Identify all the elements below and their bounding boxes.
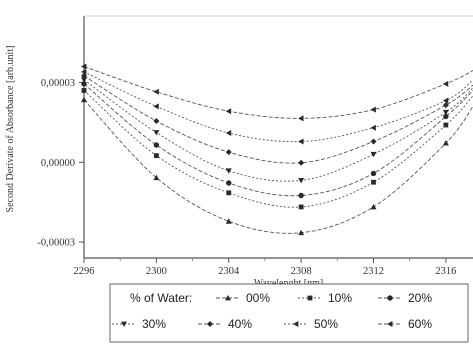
legend-marker xyxy=(387,321,393,327)
legend-entry: 40% xyxy=(228,317,252,331)
data-point xyxy=(225,108,232,115)
legend-entry: 30% xyxy=(142,317,166,331)
data-point xyxy=(371,179,376,185)
legend-entry: 10% xyxy=(328,291,352,305)
data-point xyxy=(442,109,449,116)
data-point xyxy=(153,142,160,148)
data-point xyxy=(442,80,449,87)
legend-title: % of Water: xyxy=(130,291,192,305)
data-point xyxy=(153,153,159,159)
data-point xyxy=(298,177,305,184)
data-point xyxy=(225,218,232,224)
data-point xyxy=(81,77,87,83)
data-point xyxy=(153,174,160,181)
legend-marker xyxy=(307,295,313,301)
data-point xyxy=(442,97,449,104)
series-line xyxy=(83,71,473,143)
y-tick-label: -0,00003 xyxy=(37,238,75,249)
x-tick-label: 2300 xyxy=(146,266,167,277)
data-point xyxy=(298,115,304,122)
data-point xyxy=(153,118,160,125)
data-point xyxy=(298,192,304,199)
legend-entry: 50% xyxy=(314,317,338,331)
data-point xyxy=(81,68,87,75)
series-line xyxy=(83,66,473,119)
legend-box xyxy=(109,283,469,343)
legend-marker xyxy=(121,321,127,327)
data-point xyxy=(81,81,87,87)
data-point xyxy=(298,204,304,210)
x-tick-label: 2304 xyxy=(218,266,240,277)
data-point xyxy=(370,138,377,145)
data-point xyxy=(153,88,159,95)
data-point xyxy=(442,102,449,109)
data-point xyxy=(153,130,160,136)
data-point xyxy=(225,149,232,156)
x-tick-label: 2312 xyxy=(363,266,384,277)
data-point xyxy=(81,96,87,103)
legend-marker xyxy=(207,321,213,327)
legend-marker xyxy=(225,295,231,301)
series-line xyxy=(83,79,473,182)
data-point xyxy=(81,63,87,70)
y-tick-label: 0,00000 xyxy=(41,158,75,169)
legend-entry: 60% xyxy=(408,317,432,331)
data-point xyxy=(226,190,232,196)
data-point xyxy=(370,124,376,131)
series-line xyxy=(83,99,473,234)
data-point xyxy=(153,103,159,110)
data-point xyxy=(443,113,449,120)
series-line xyxy=(83,75,473,164)
y-axis-label: Second Derivate of Absorbance [arb.unit] xyxy=(5,46,16,213)
data-point xyxy=(442,140,449,146)
y-tick-label: 0,00003 xyxy=(41,78,75,89)
data-point xyxy=(370,106,376,113)
legend-marker xyxy=(387,295,393,301)
legend-entry: 20% xyxy=(408,291,432,305)
data-point xyxy=(370,170,377,177)
data-point xyxy=(225,168,232,174)
data-point xyxy=(298,138,304,145)
data-point xyxy=(226,180,232,186)
x-tick-label: 2308 xyxy=(291,266,312,277)
data-point xyxy=(370,151,377,158)
legend-marker xyxy=(293,321,299,327)
x-tick-label: 2296 xyxy=(74,266,95,277)
data-point xyxy=(81,88,87,93)
data-point xyxy=(443,122,449,128)
legend-entry: 00% xyxy=(246,291,270,305)
data-point xyxy=(225,130,232,137)
series-line xyxy=(83,90,473,208)
data-point xyxy=(298,159,305,166)
data-point xyxy=(370,203,377,210)
data-point xyxy=(298,229,305,236)
x-tick-label: 2316 xyxy=(435,266,456,277)
